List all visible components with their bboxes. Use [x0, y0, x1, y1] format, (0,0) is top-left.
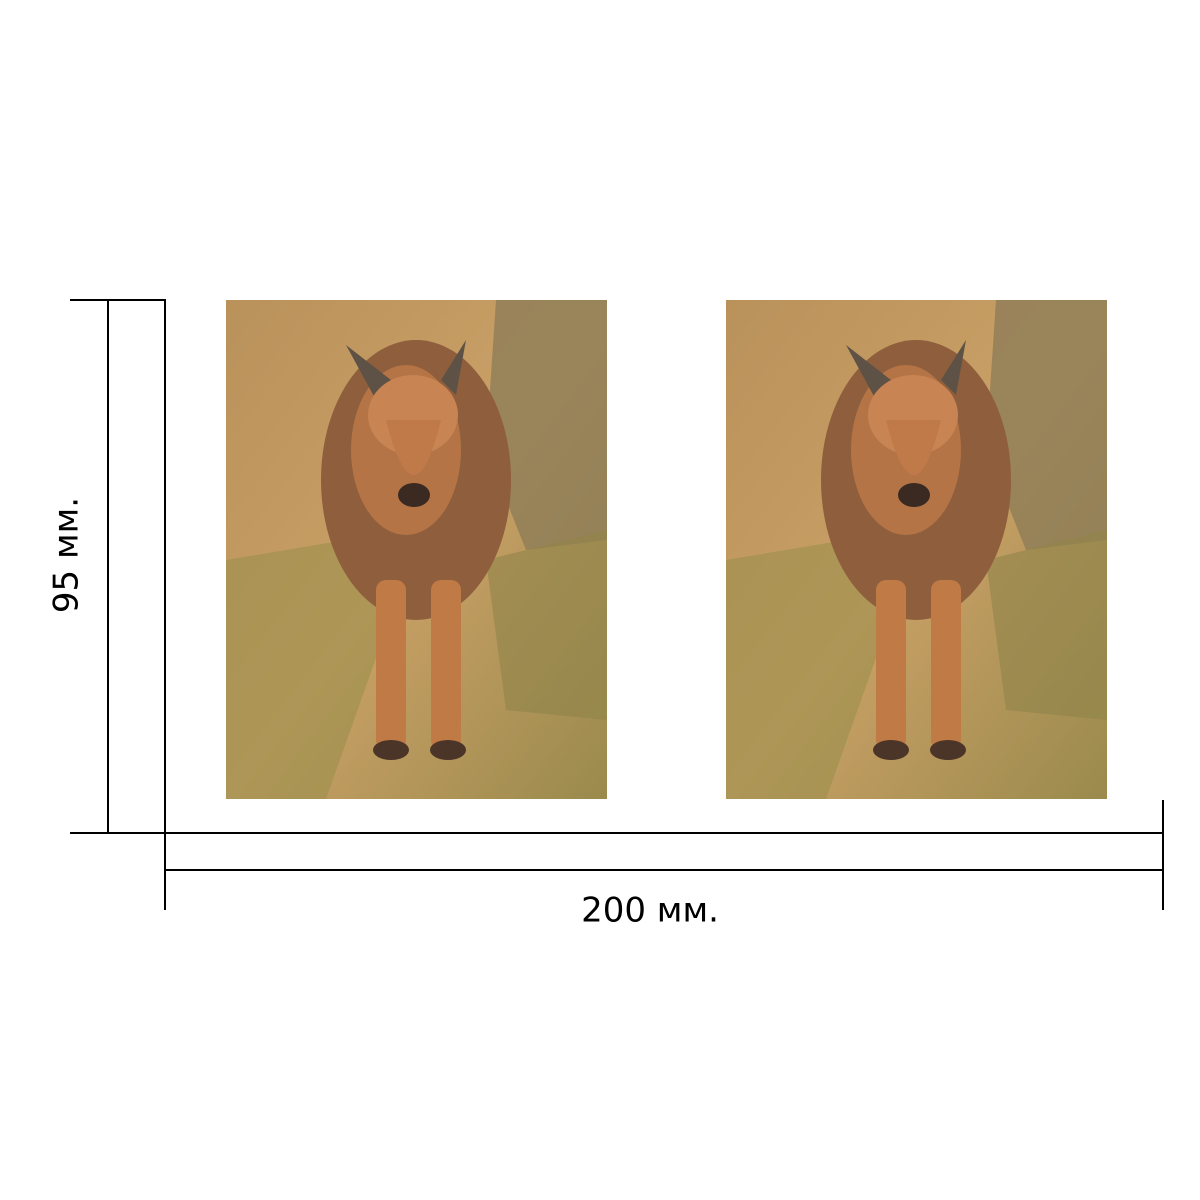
height-label: 95 мм. — [47, 497, 87, 613]
width-label: 200 мм. — [581, 891, 719, 931]
photo — [726, 300, 1107, 799]
photo — [226, 300, 607, 799]
